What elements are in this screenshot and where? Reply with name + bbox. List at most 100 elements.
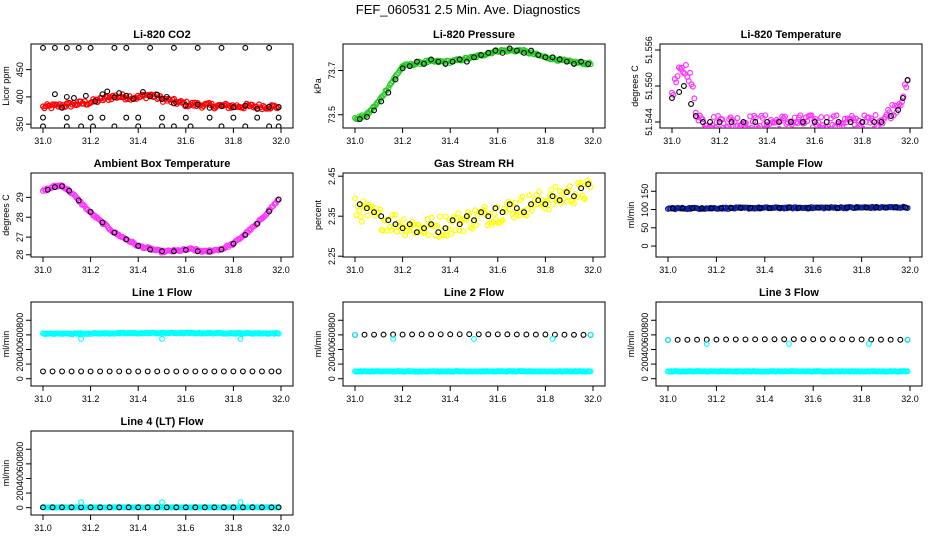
- y-tick-label: 73.5: [327, 106, 337, 124]
- average-data-point: [182, 102, 189, 109]
- x-tick-label: 31.4: [129, 523, 147, 533]
- average-data-point: [563, 189, 570, 196]
- x-tick-label: 31.2: [708, 394, 726, 404]
- average-data-point: [492, 205, 499, 212]
- raw-data-point: [529, 207, 536, 214]
- x-tick-label: 31.4: [756, 265, 774, 275]
- average-data-point: [799, 119, 806, 125]
- average-data-point: [766, 205, 773, 212]
- raw-data-point: [872, 112, 879, 119]
- raw-data-point: [734, 115, 741, 122]
- x-tick-label: 32.0: [901, 394, 919, 404]
- average-data-point: [878, 119, 885, 125]
- outlier-data-point: [665, 337, 671, 343]
- raw-data-point: [575, 179, 582, 186]
- raw-data-point: [501, 205, 508, 212]
- y-tick-label: 51.544: [644, 108, 654, 136]
- raw-data-point: [818, 114, 825, 121]
- outlier-data-point: [218, 123, 225, 128]
- x-tick-label: 31.6: [489, 265, 507, 275]
- average-data-point: [506, 45, 513, 52]
- average-data-point: [147, 93, 154, 100]
- average-data-point: [361, 331, 368, 338]
- average-data-point: [532, 331, 539, 338]
- average-data-point: [159, 248, 165, 255]
- average-data-point: [254, 220, 261, 227]
- x-tick-label: 31.8: [537, 265, 555, 275]
- average-data-point: [707, 119, 714, 125]
- average-data-point: [863, 204, 870, 211]
- plot-frame: [30, 43, 294, 129]
- x-tick-label: 31.4: [758, 136, 776, 146]
- average-data-point: [268, 368, 275, 375]
- average-data-point: [549, 54, 556, 61]
- plot-frame: [655, 172, 923, 258]
- average-data-point: [902, 204, 909, 211]
- raw-data-point: [467, 224, 474, 231]
- average-data-point: [542, 331, 549, 338]
- x-tick-label: 31.4: [441, 394, 459, 404]
- raw-data-point: [705, 124, 712, 128]
- y-tick-label: 73.7: [327, 62, 337, 80]
- average-data-point: [680, 83, 687, 89]
- average-data-point: [456, 221, 463, 228]
- raw-data-point: [566, 183, 573, 190]
- average-data-point: [170, 248, 177, 255]
- average-data-point: [87, 114, 94, 121]
- average-data-point: [220, 368, 227, 375]
- raw-data-point: [860, 125, 866, 128]
- outlier-data-point: [865, 341, 872, 347]
- average-data-point: [790, 336, 797, 343]
- average-data-point: [499, 209, 506, 216]
- raw-data-point: [374, 210, 381, 217]
- average-data-point: [513, 331, 520, 338]
- average-data-point: [194, 44, 201, 51]
- average-data-point: [173, 368, 180, 375]
- average-data-point: [689, 205, 696, 212]
- raw-data-point: [587, 368, 594, 375]
- y-tick-label: 800: [15, 313, 25, 328]
- x-tick-label: 31.2: [82, 523, 100, 533]
- raw-data-point: [452, 227, 459, 234]
- x-tick-label: 31.4: [756, 394, 774, 404]
- average-data-point: [206, 248, 213, 255]
- raw-data-point: [491, 210, 498, 217]
- raw-data-point: [519, 193, 526, 200]
- raw-data-point: [549, 200, 556, 207]
- average-data-point: [834, 204, 841, 211]
- average-data-point: [888, 113, 894, 119]
- y-tick-label: 800: [327, 313, 337, 328]
- raw-data-point: [682, 62, 689, 69]
- average-data-point: [858, 336, 865, 343]
- raw-data-point: [675, 64, 682, 71]
- average-data-point: [40, 114, 46, 121]
- x-tick-label: 31.2: [394, 265, 412, 275]
- average-data-point: [51, 91, 58, 98]
- plot-frame: [30, 430, 294, 516]
- x-tick-label: 31.6: [489, 394, 507, 404]
- average-data-point: [504, 331, 511, 338]
- raw-data-point: [731, 119, 738, 126]
- raw-data-point: [431, 222, 438, 229]
- average-data-point: [688, 101, 694, 107]
- raw-data-point: [689, 83, 696, 90]
- average-data-point: [447, 331, 454, 338]
- average-data-point: [742, 336, 749, 343]
- outlier-data-point: [78, 499, 85, 506]
- x-tick-label: 31.6: [177, 394, 195, 404]
- y-tick-label: 800: [15, 442, 25, 457]
- x-tick-label: 31.8: [537, 136, 555, 146]
- raw-data-point: [437, 213, 444, 220]
- raw-data-point: [536, 188, 543, 195]
- x-tick-label: 31.8: [225, 394, 243, 404]
- average-data-point: [835, 119, 842, 125]
- average-data-point: [378, 213, 385, 220]
- outlier-data-point: [78, 123, 85, 128]
- average-data-point: [788, 119, 794, 125]
- average-data-point: [571, 193, 577, 200]
- average-data-point: [823, 119, 830, 125]
- average-data-point: [70, 95, 77, 101]
- x-tick-label: 32.0: [901, 265, 919, 275]
- raw-data-point: [875, 124, 882, 128]
